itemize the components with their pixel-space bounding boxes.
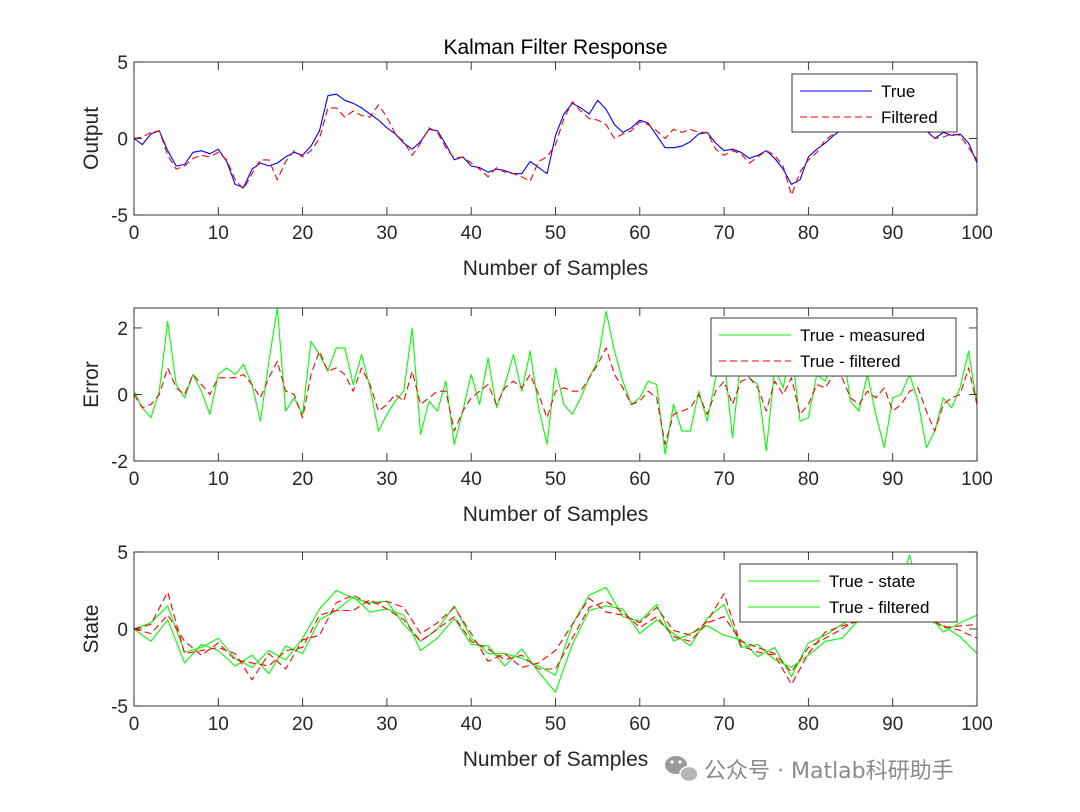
x-tick-label: 50 <box>545 223 566 244</box>
x-tick-label: 0 <box>129 469 140 490</box>
chart-title: Kalman Filter Response <box>443 36 667 59</box>
y-tick-label: 5 <box>117 543 128 564</box>
x-tick-label: 70 <box>714 714 735 735</box>
x-tick-label: 10 <box>208 469 229 490</box>
x-tick-label: 60 <box>629 223 650 244</box>
x-tick-label: 30 <box>376 223 397 244</box>
x-tick-label: 30 <box>376 469 397 490</box>
y-tick-label: 0 <box>117 385 128 406</box>
x-tick-label: 60 <box>629 714 650 735</box>
x-tick-label: 40 <box>461 714 482 735</box>
x-tick-label: 10 <box>208 223 229 244</box>
x-tick-label: 50 <box>545 469 566 490</box>
y-tick-label: -5 <box>111 206 128 227</box>
x-tick-label: 100 <box>961 469 993 490</box>
x-tick-label: 80 <box>798 714 819 735</box>
y-tick-label: -5 <box>111 697 128 718</box>
x-tick-label: 100 <box>961 714 993 735</box>
x-tick-label: 70 <box>714 469 735 490</box>
x-tick-label: 50 <box>545 714 566 735</box>
x-tick-label: 0 <box>129 223 140 244</box>
x-tick-label: 10 <box>208 714 229 735</box>
x-axis-label: Number of Samples <box>463 503 649 526</box>
legend: True Filtered <box>791 73 958 133</box>
x-tick-label: 80 <box>798 469 819 490</box>
y-axis-label: Output <box>80 107 103 170</box>
series-line <box>134 93 977 189</box>
y-axis-label: Error <box>80 361 103 408</box>
watermark-text: 公众号 · Matlab科研助手 <box>704 759 954 784</box>
series-line <box>134 596 977 693</box>
y-tick-label: 0 <box>117 130 128 151</box>
legend: True - state True - filtered <box>739 563 958 623</box>
legend-box <box>739 563 958 623</box>
x-tick-label: 0 <box>129 714 140 735</box>
x-tick-label: 70 <box>714 223 735 244</box>
legend-label: True - state <box>829 572 915 591</box>
watermark: 公众号 · Matlab科研助手 <box>665 756 954 784</box>
y-tick-label: 2 <box>117 319 128 340</box>
x-tick-label: 20 <box>292 469 313 490</box>
x-tick-label: 60 <box>629 469 650 490</box>
series-line <box>134 599 977 673</box>
y-tick-label: 5 <box>117 53 128 74</box>
x-tick-label: 90 <box>882 469 903 490</box>
x-tick-label: 40 <box>461 223 482 244</box>
legend-label: True - filtered <box>800 352 900 371</box>
x-tick-label: 20 <box>292 223 313 244</box>
legend-label: Filtered <box>881 108 938 127</box>
y-tick-label: 0 <box>117 620 128 641</box>
series-line <box>134 591 977 685</box>
series-group <box>134 554 977 693</box>
legend-label: True - measured <box>800 326 925 345</box>
wechat-icon <box>665 756 699 783</box>
legend: True - measured True - filtered <box>710 317 957 377</box>
legend-label: True <box>881 82 915 101</box>
x-axis-label: Number of Samples <box>463 748 649 771</box>
legend-label: True - filtered <box>829 598 929 617</box>
legend-box <box>710 317 957 377</box>
x-tick-label: 90 <box>882 223 903 244</box>
x-tick-label: 100 <box>961 223 993 244</box>
x-tick-label: 40 <box>461 469 482 490</box>
y-tick-label: -2 <box>111 452 128 473</box>
legend-box <box>791 73 958 133</box>
x-tick-label: 20 <box>292 714 313 735</box>
x-tick-label: 90 <box>882 714 903 735</box>
x-tick-label: 30 <box>376 714 397 735</box>
x-tick-label: 80 <box>798 223 819 244</box>
x-axis-label: Number of Samples <box>463 257 649 280</box>
y-axis-label: State <box>80 604 103 653</box>
